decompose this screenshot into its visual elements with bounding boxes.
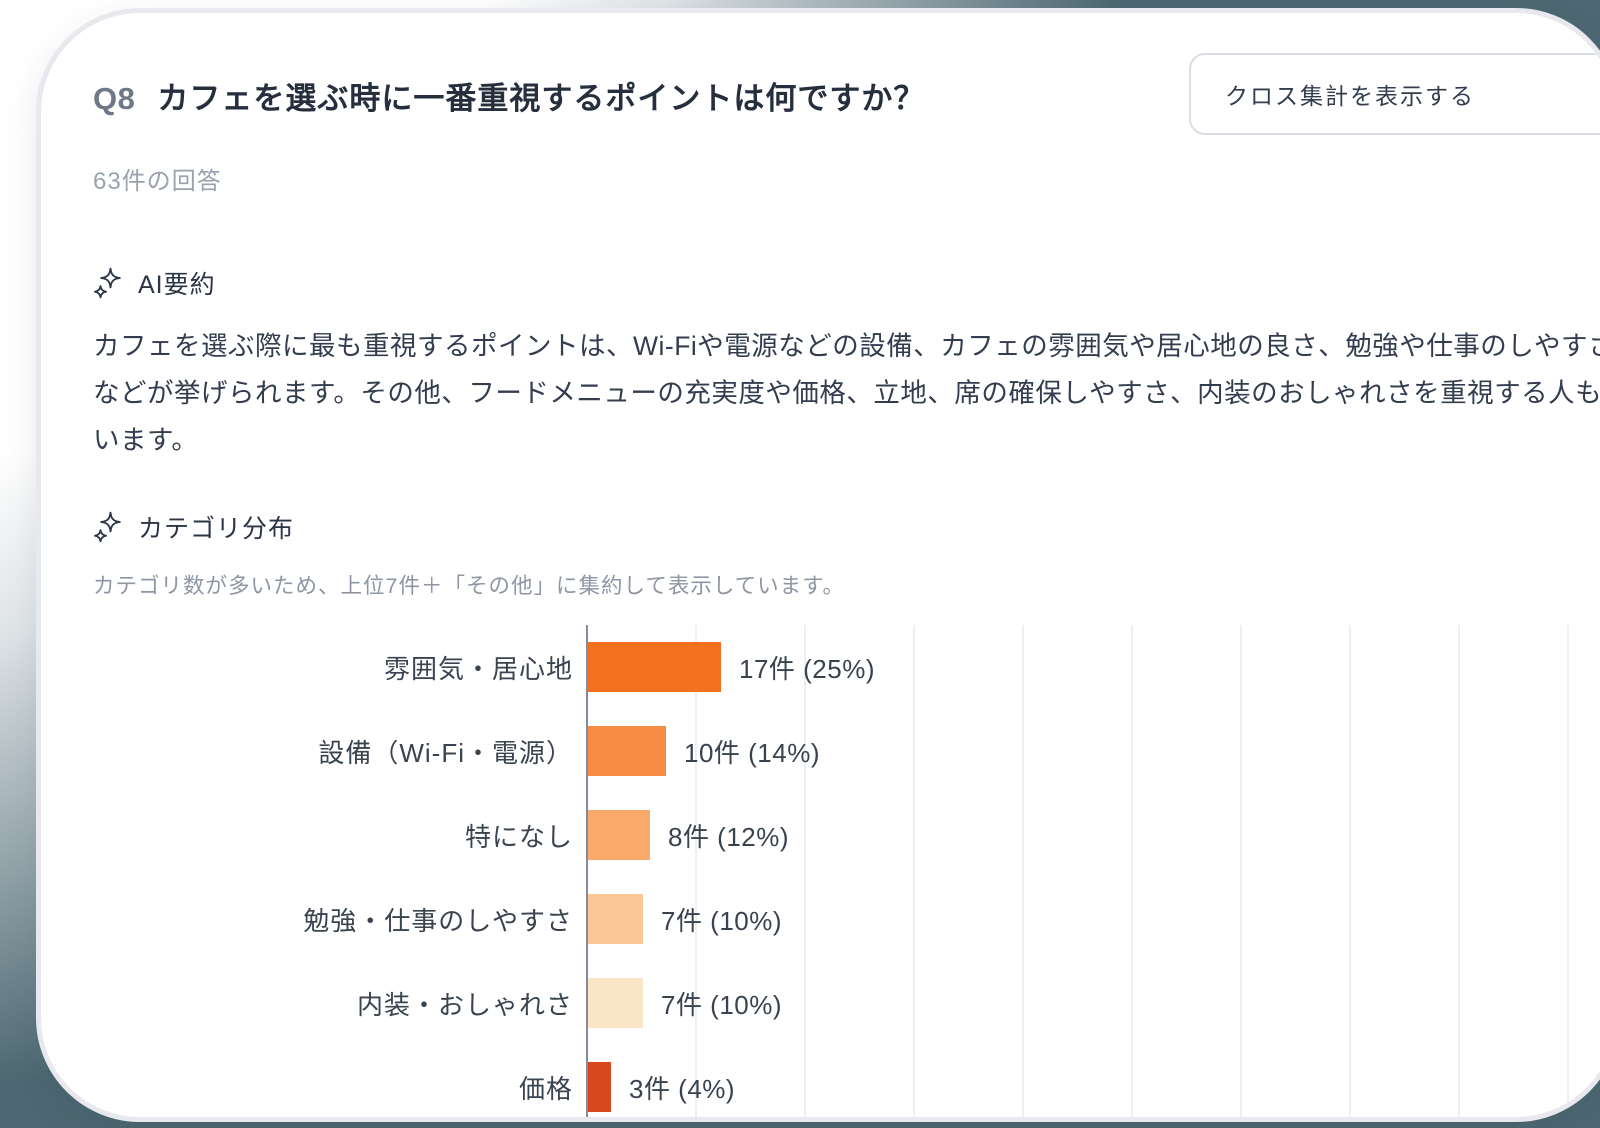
ai-summary-label: AI要約 <box>138 271 216 299</box>
category-label: 勉強・仕事のしやすさ <box>303 905 573 936</box>
category-distribution-heading: カテゴリ分布 <box>93 509 294 545</box>
chart-row: 勉強・仕事のしやすさ 7件 (10%) <box>93 877 1600 961</box>
category-label: 設備（Wi-Fi・電源） <box>318 737 573 768</box>
bar <box>588 810 650 860</box>
category-note: カテゴリ数が多いため、上位7件＋「その他」に集約して表示しています。 <box>93 574 846 598</box>
bar <box>588 1062 611 1112</box>
bar-value-label: 10件 (14%) <box>684 737 820 768</box>
question-title: カフェを選ぶ時に一番重視するポイントは何ですか？ <box>157 81 926 116</box>
chart-row: 雰囲気・居心地 17件 (25%) <box>93 625 1600 709</box>
bar-value-label: 7件 (10%) <box>661 905 783 936</box>
bar-value-label: 17件 (25%) <box>739 653 875 684</box>
ai-summary-heading: AI要約 <box>93 265 216 301</box>
bar-value-label: 7件 (10%) <box>661 989 783 1020</box>
chart-row: 設備（Wi-Fi・電源） 10件 (14%) <box>93 709 1600 793</box>
category-label: 価格 <box>518 1073 573 1104</box>
category-label: 雰囲気・居心地 <box>383 653 573 684</box>
cross-tab-button[interactable]: クロス集計を表示する <box>1189 53 1600 135</box>
bar <box>588 978 643 1028</box>
sparkles-icon <box>93 511 121 543</box>
category-label: 特になし <box>464 821 573 852</box>
chart-row: 内装・おしゃれさ 7件 (10%) <box>93 961 1600 1045</box>
category-label: 内装・おしゃれさ <box>356 989 573 1020</box>
chart-y-axis <box>586 625 588 1117</box>
question-header: Q8 カフェを選ぶ時に一番重視するポイントは何ですか？ <box>93 73 925 118</box>
question-result-card: Q8 カフェを選ぶ時に一番重視するポイントは何ですか？ クロス集計を表示する 6… <box>36 8 1600 1122</box>
chart-row: 特になし 8件 (12%) <box>93 793 1600 877</box>
chart-rows: 雰囲気・居心地 17件 (25%) 設備（Wi-Fi・電源） 10件 (14%)… <box>93 625 1600 1117</box>
chart-gridlines <box>588 625 1600 1117</box>
bar-value-label: 3件 (4%) <box>629 1073 736 1104</box>
category-bar-chart: 雰囲気・居心地 17件 (25%) 設備（Wi-Fi・電源） 10件 (14%)… <box>93 625 1600 1117</box>
ai-summary-text: カフェを選ぶ際に最も重視するポイントは、Wi-Fiや電源などの設備、カフェの雰囲… <box>93 331 1600 455</box>
response-count: 63件の回答 <box>93 168 222 195</box>
bar <box>588 726 666 776</box>
chart-row: 価格 3件 (4%) <box>93 1045 1600 1117</box>
sparkles-icon <box>93 267 121 299</box>
category-distribution-label: カテゴリ分布 <box>138 515 295 543</box>
bar-value-label: 8件 (12%) <box>668 821 790 852</box>
question-number: Q8 <box>93 81 136 116</box>
bar <box>588 894 643 944</box>
bar <box>588 642 721 692</box>
